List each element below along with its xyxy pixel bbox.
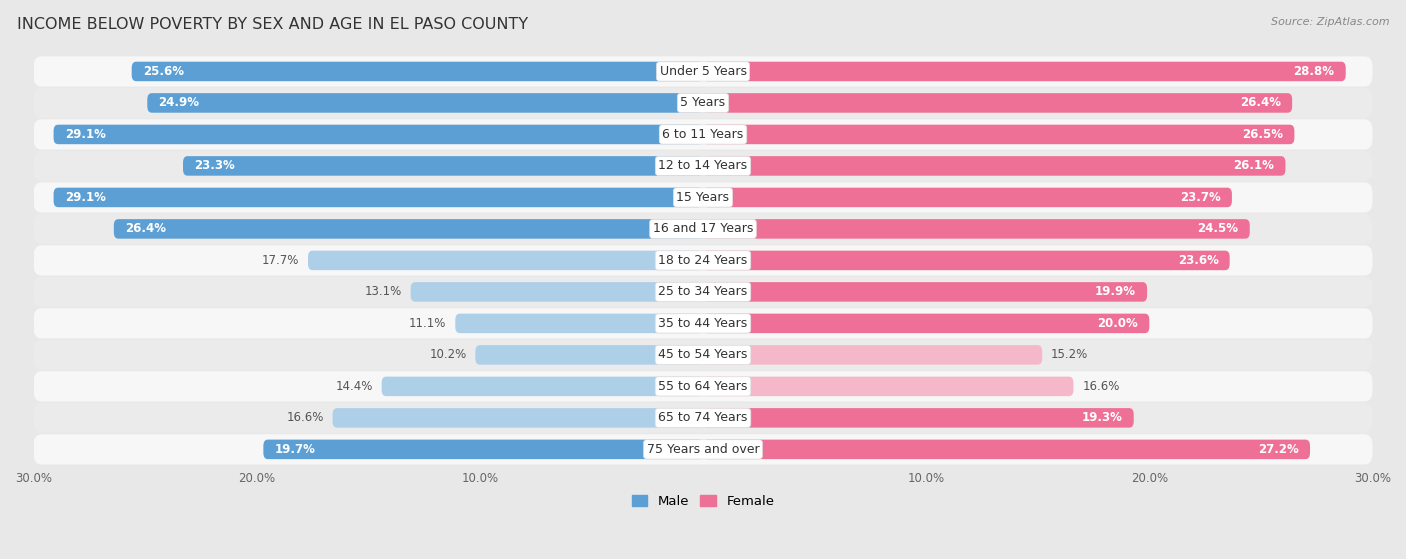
FancyBboxPatch shape (381, 377, 703, 396)
Text: 17.7%: 17.7% (262, 254, 299, 267)
FancyBboxPatch shape (34, 308, 1372, 339)
FancyBboxPatch shape (34, 434, 1372, 465)
FancyBboxPatch shape (34, 88, 1372, 118)
Text: 29.1%: 29.1% (65, 191, 105, 204)
FancyBboxPatch shape (34, 182, 1372, 212)
Text: 12 to 14 Years: 12 to 14 Years (658, 159, 748, 172)
Text: 35 to 44 Years: 35 to 44 Years (658, 317, 748, 330)
Text: 19.9%: 19.9% (1095, 286, 1136, 299)
Text: 45 to 54 Years: 45 to 54 Years (658, 348, 748, 361)
Text: 19.3%: 19.3% (1081, 411, 1122, 424)
Text: 26.4%: 26.4% (125, 222, 166, 235)
FancyBboxPatch shape (456, 314, 703, 333)
FancyBboxPatch shape (703, 250, 1230, 270)
Text: 13.1%: 13.1% (364, 286, 402, 299)
FancyBboxPatch shape (411, 282, 703, 302)
Text: 26.4%: 26.4% (1240, 97, 1281, 110)
Text: 75 Years and over: 75 Years and over (647, 443, 759, 456)
FancyBboxPatch shape (183, 156, 703, 176)
FancyBboxPatch shape (703, 282, 1147, 302)
Text: 25.6%: 25.6% (143, 65, 184, 78)
Text: 65 to 74 Years: 65 to 74 Years (658, 411, 748, 424)
Text: Source: ZipAtlas.com: Source: ZipAtlas.com (1271, 17, 1389, 27)
Text: Under 5 Years: Under 5 Years (659, 65, 747, 78)
Text: 16 and 17 Years: 16 and 17 Years (652, 222, 754, 235)
FancyBboxPatch shape (34, 403, 1372, 433)
FancyBboxPatch shape (34, 56, 1372, 87)
FancyBboxPatch shape (34, 119, 1372, 150)
Text: INCOME BELOW POVERTY BY SEX AND AGE IN EL PASO COUNTY: INCOME BELOW POVERTY BY SEX AND AGE IN E… (17, 17, 529, 32)
FancyBboxPatch shape (148, 93, 703, 113)
FancyBboxPatch shape (703, 314, 1149, 333)
FancyBboxPatch shape (114, 219, 703, 239)
FancyBboxPatch shape (34, 340, 1372, 370)
FancyBboxPatch shape (34, 277, 1372, 307)
Text: 23.7%: 23.7% (1180, 191, 1220, 204)
Text: 5 Years: 5 Years (681, 97, 725, 110)
Legend: Male, Female: Male, Female (626, 490, 780, 514)
FancyBboxPatch shape (703, 156, 1285, 176)
FancyBboxPatch shape (333, 408, 703, 428)
Text: 15 Years: 15 Years (676, 191, 730, 204)
FancyBboxPatch shape (263, 439, 703, 459)
Text: 55 to 64 Years: 55 to 64 Years (658, 380, 748, 393)
FancyBboxPatch shape (703, 125, 1295, 144)
FancyBboxPatch shape (34, 245, 1372, 276)
Text: 11.1%: 11.1% (409, 317, 446, 330)
Text: 14.4%: 14.4% (336, 380, 373, 393)
FancyBboxPatch shape (703, 345, 1042, 364)
Text: 6 to 11 Years: 6 to 11 Years (662, 128, 744, 141)
FancyBboxPatch shape (475, 345, 703, 364)
Text: 20.0%: 20.0% (1098, 317, 1139, 330)
Text: 19.7%: 19.7% (274, 443, 315, 456)
FancyBboxPatch shape (34, 371, 1372, 401)
Text: 24.5%: 24.5% (1198, 222, 1239, 235)
Text: 24.9%: 24.9% (159, 97, 200, 110)
FancyBboxPatch shape (703, 439, 1310, 459)
Text: 16.6%: 16.6% (287, 411, 323, 424)
Text: 15.2%: 15.2% (1052, 348, 1088, 361)
Text: 16.6%: 16.6% (1083, 380, 1119, 393)
FancyBboxPatch shape (132, 61, 703, 81)
Text: 28.8%: 28.8% (1294, 65, 1334, 78)
Text: 23.3%: 23.3% (194, 159, 235, 172)
FancyBboxPatch shape (703, 408, 1133, 428)
Text: 29.1%: 29.1% (65, 128, 105, 141)
Text: 27.2%: 27.2% (1258, 443, 1299, 456)
FancyBboxPatch shape (703, 219, 1250, 239)
FancyBboxPatch shape (703, 188, 1232, 207)
FancyBboxPatch shape (703, 61, 1346, 81)
Text: 25 to 34 Years: 25 to 34 Years (658, 286, 748, 299)
Text: 26.1%: 26.1% (1233, 159, 1274, 172)
Text: 23.6%: 23.6% (1178, 254, 1219, 267)
Text: 26.5%: 26.5% (1243, 128, 1284, 141)
FancyBboxPatch shape (308, 250, 703, 270)
Text: 18 to 24 Years: 18 to 24 Years (658, 254, 748, 267)
FancyBboxPatch shape (53, 188, 703, 207)
FancyBboxPatch shape (53, 125, 703, 144)
FancyBboxPatch shape (703, 377, 1073, 396)
FancyBboxPatch shape (34, 151, 1372, 181)
FancyBboxPatch shape (34, 214, 1372, 244)
FancyBboxPatch shape (703, 93, 1292, 113)
Text: 10.2%: 10.2% (429, 348, 467, 361)
